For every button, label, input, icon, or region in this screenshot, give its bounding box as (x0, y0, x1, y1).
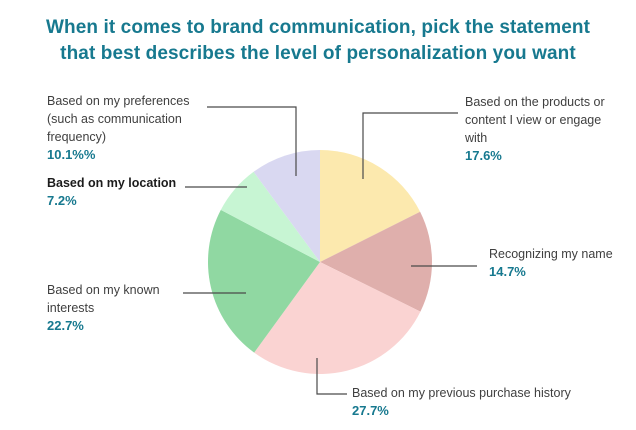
slice-value: 7.2% (47, 193, 77, 208)
label-location: Based on my location 7.2% (47, 174, 232, 210)
pie-slice-purchase-history (254, 262, 421, 374)
slice-value: 10.1%% (47, 147, 96, 162)
pie-slice-location (220, 171, 320, 262)
slice-value: 27.7% (352, 403, 389, 418)
slice-label: Based on my previous purchase history (352, 386, 571, 400)
pie-slice-preferences (253, 150, 320, 262)
label-recognizing-name: Recognizing my name 14.7% (489, 245, 634, 281)
slice-label: Based on my location (47, 176, 177, 190)
slice-label: Based on the products or content I view … (465, 95, 605, 145)
slice-label: Recognizing my name (489, 247, 613, 261)
pie-slice-recognizing-name (320, 211, 432, 312)
slice-value: 22.7% (47, 318, 84, 333)
label-preferences: Based on my preferences (such as communi… (47, 92, 219, 164)
chart-title: When it comes to brand communication, pi… (0, 15, 636, 67)
slice-label: Based on my preferences (such as communi… (47, 94, 190, 144)
label-products: Based on the products or content I view … (465, 93, 605, 165)
chart-title-line1: When it comes to brand communication, pi… (45, 17, 590, 38)
label-purchase-history: Based on my previous purchase history 27… (352, 384, 614, 420)
slice-value: 17.6% (465, 148, 502, 163)
slice-value: 14.7% (489, 264, 526, 279)
pie-slice-products (320, 150, 421, 262)
chart-title-line2: that best describes the level of persona… (60, 43, 576, 64)
slice-label: Based on my known interests (47, 283, 160, 315)
pie-slice-known-interests (207, 209, 320, 353)
label-known-interests: Based on my known interests 22.7% (47, 281, 187, 335)
callout-line-purchase-history (316, 358, 347, 395)
callout-line-products (362, 112, 458, 179)
callout-line-preferences (207, 106, 297, 176)
